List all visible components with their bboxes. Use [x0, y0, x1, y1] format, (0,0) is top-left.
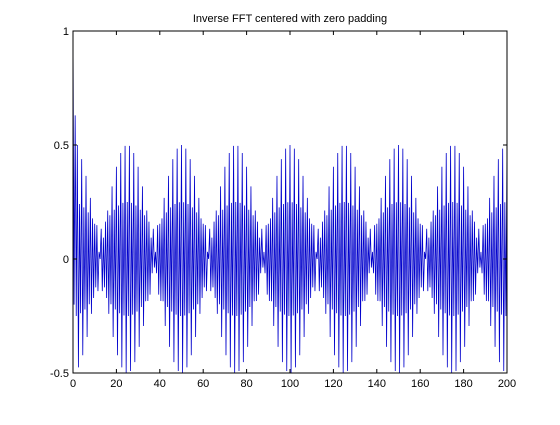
y-tick-label: 0.5 [54, 140, 69, 152]
series-line [72, 30, 508, 373]
y-tick-label: 0 [63, 254, 69, 266]
x-tick-label: 20 [110, 378, 122, 390]
x-tick-label: 120 [324, 378, 342, 390]
x-tick-label: 40 [154, 378, 166, 390]
y-tick-label: -0.5 [50, 368, 69, 380]
chart-title: Inverse FFT centered with zero padding [193, 13, 387, 25]
y-tick-label: 1 [63, 26, 69, 38]
x-tick-label: 160 [411, 378, 429, 390]
y-axis: -0.5 0 0.5 1 [50, 26, 507, 380]
x-tick-label: 140 [368, 378, 386, 390]
x-tick-label: 60 [197, 378, 209, 390]
x-tick-label: 200 [498, 378, 516, 390]
x-tick-label: 0 [70, 378, 76, 390]
x-tick-label: 80 [240, 378, 252, 390]
x-axis: 0 20 40 60 80 100 120 140 160 180 200 [70, 31, 516, 390]
x-tick-label: 180 [454, 378, 472, 390]
series-layer [72, 30, 508, 373]
x-tick-label: 100 [281, 378, 299, 390]
